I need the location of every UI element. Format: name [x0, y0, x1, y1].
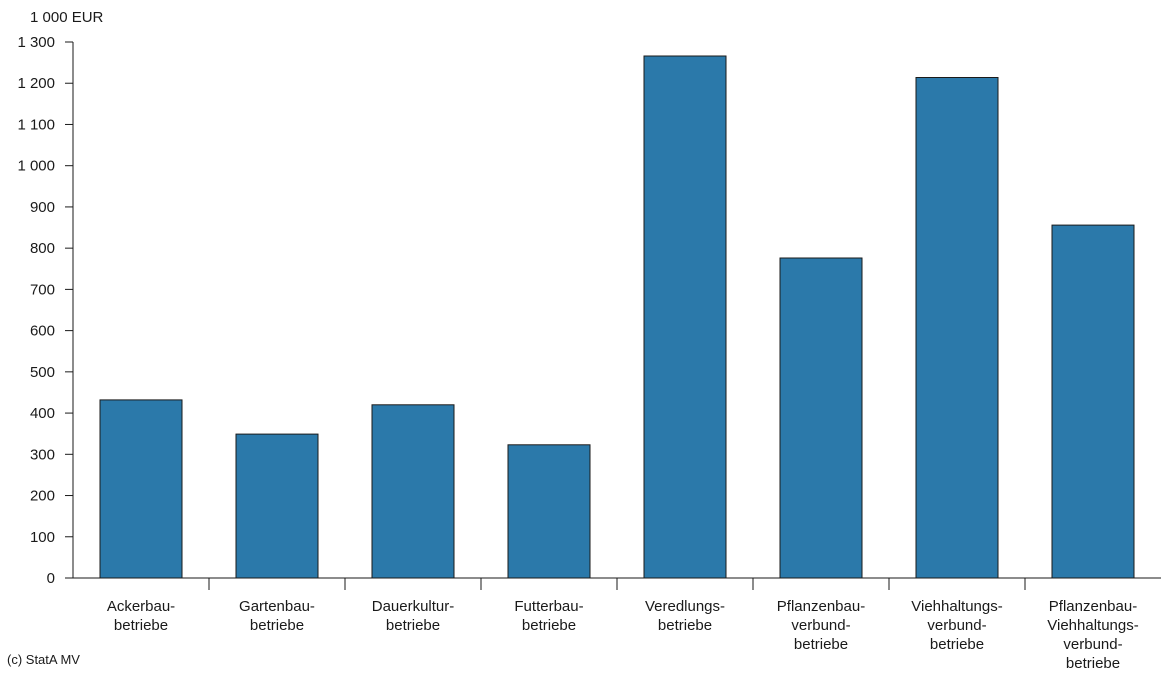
x-category-label-line: betriebe: [658, 617, 712, 634]
x-category-labels: Ackerbau-betriebeGartenbau-betriebeDauer…: [107, 598, 1139, 672]
bar-1: [99, 399, 183, 579]
y-tick-label: 700: [30, 281, 55, 298]
y-tick-label: 800: [30, 240, 55, 257]
x-category-label: Pflanzenbau- Viehhaltungs-verbund-betrieb…: [1047, 598, 1138, 672]
x-category-label: Viehhaltungs-verbund-betriebe: [911, 598, 1002, 653]
x-category-label: Dauerkultur-betriebe: [372, 598, 455, 634]
y-tick-label: 900: [30, 199, 55, 216]
x-category-label-line: verbund-: [791, 617, 850, 634]
y-tick-label: 200: [30, 488, 55, 505]
x-category-label-line: betriebe: [1066, 655, 1120, 672]
x-category-label-line: betriebe: [794, 636, 848, 653]
x-category-label: Veredlungs-betriebe: [645, 598, 725, 634]
x-category-label-line: Gartenbau-: [239, 598, 315, 615]
y-tick-label: 400: [30, 405, 55, 422]
bar-4: [507, 444, 591, 579]
axes-layer: [65, 41, 1161, 590]
bar-8: [1051, 224, 1135, 579]
x-category-label-line: Futterbau-: [514, 598, 583, 615]
copyright-credit: (c) StatA MV: [7, 652, 80, 667]
y-tick-label: 600: [30, 323, 55, 340]
x-category-label: Gartenbau-betriebe: [239, 598, 315, 634]
y-tick-label: 1 000: [17, 158, 55, 175]
x-category-label-line: betriebe: [930, 636, 984, 653]
bar-2: [235, 433, 319, 579]
x-category-label: Futterbau-betriebe: [514, 598, 583, 634]
y-tick-label: 300: [30, 446, 55, 463]
bar-3: [371, 404, 455, 579]
y-tick-label: 1 100: [17, 116, 55, 133]
x-category-label-line: Viehhaltungs-: [1047, 617, 1138, 634]
bar-7: [915, 77, 999, 579]
x-category-label-line: Dauerkultur-: [372, 598, 455, 615]
x-category-label-line: betriebe: [522, 617, 576, 634]
bars-layer: [99, 55, 1135, 579]
x-category-label-line: betriebe: [386, 617, 440, 634]
y-tick-label: 1 300: [17, 34, 55, 51]
bar-5: [643, 55, 727, 579]
x-category-label-line: Pflanzenbau-: [777, 598, 865, 615]
x-category-label-line: Pflanzenbau-: [1049, 598, 1137, 615]
y-tick-label: 500: [30, 364, 55, 381]
y-tick-label: 1 200: [17, 75, 55, 92]
y-tick-labels: 0 100 200 300 400 500 600 700 800 900 1 000 1 100 1 …: [17, 34, 55, 587]
y-tick-label: 0: [47, 570, 55, 587]
bar-6: [779, 257, 863, 579]
x-category-label: Ackerbau-betriebe: [107, 598, 175, 634]
x-category-label-line: betriebe: [114, 617, 168, 634]
x-category-label-line: Viehhaltungs-: [911, 598, 1002, 615]
y-axis-unit-label: 1 000 EUR: [30, 9, 104, 26]
x-category-label-line: Veredlungs-: [645, 598, 725, 615]
y-tick-label: 100: [30, 529, 55, 546]
x-category-label-line: betriebe: [250, 617, 304, 634]
x-category-label-line: verbund-: [1063, 636, 1122, 653]
x-category-label-line: Ackerbau-: [107, 598, 175, 615]
x-category-label: Pflanzenbau-verbund-betriebe: [777, 598, 865, 653]
x-category-label-line: verbund-: [927, 617, 986, 634]
